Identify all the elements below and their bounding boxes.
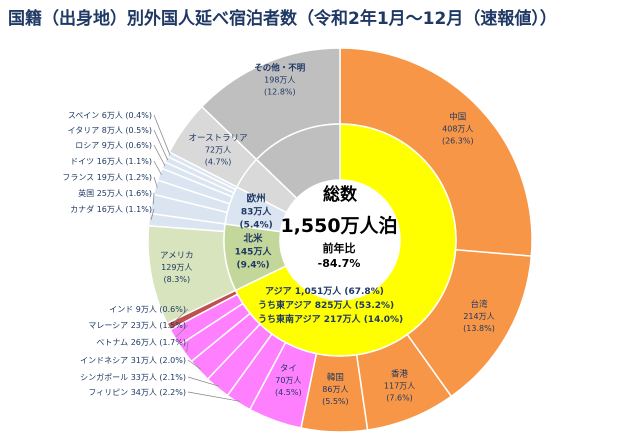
outer-label-17: イタリア 8万人 (0.5%) — [68, 126, 152, 135]
outer-label-name-1: 台湾 — [470, 299, 488, 310]
outer-label-value-19: 72万人 — [205, 146, 231, 155]
leader-line-9 — [176, 324, 189, 337]
outer-label-6: シンガポール 33万人 (2.1%) — [80, 372, 186, 382]
leader-line-14 — [153, 176, 158, 188]
outer-label-value-1: 214万人 — [463, 312, 494, 321]
slice-labels: 中国 408万人 (26.3%) 台湾 214万人 (13.8%) 香港 117万人 (7.6%… — [62, 62, 494, 406]
asia-label: アジア 1,051万人 (67.8%) — [265, 285, 384, 297]
outer-label-name-11: アメリカ — [160, 251, 194, 261]
inner-label-name-1: 北米 — [244, 233, 264, 245]
outer-label-14: フランス 19万人 (1.2%) — [62, 173, 152, 182]
leader-line-7 — [187, 359, 201, 370]
leader-line-12 — [150, 208, 155, 220]
outer-label-value-2: 117万人 — [384, 382, 415, 391]
outer-label-pct-2: (7.6%) — [386, 394, 413, 403]
outer-label-9: マレーシア 23万人 (1.5%) — [88, 321, 186, 330]
outer-label-pct-0: (26.3%) — [442, 137, 474, 146]
leader-line-16 — [153, 144, 166, 167]
outer-label-value-11: 129万人 — [161, 263, 192, 272]
outer-label-value-20: 198万人 — [264, 75, 295, 84]
inner-label-name-2: 欧州 — [247, 192, 266, 204]
outer-label-name-0: 中国 — [449, 112, 466, 123]
inner-label-value-2: 83万人 — [241, 205, 273, 217]
inner-slice-4 — [255, 123, 341, 200]
leader-lines — [150, 114, 240, 402]
leader-line-10 — [170, 308, 189, 326]
center-prev-label: 前年比 — [323, 241, 356, 255]
outer-label-value-0: 408万人 — [442, 125, 473, 134]
outer-label-pct-19: (4.7%) — [205, 158, 232, 167]
outer-label-name-20: その他・不明 — [254, 62, 306, 73]
leader-line-13 — [153, 192, 155, 205]
leader-line-6 — [187, 376, 219, 387]
outer-label-pct-3: (5.5%) — [322, 397, 349, 406]
outer-label-value-3: 86万人 — [322, 385, 348, 394]
outer-label-pct-1: (13.8%) — [463, 324, 495, 333]
outer-label-12: カナダ 16万人 (1.1%) — [70, 204, 152, 214]
outer-label-15: ドイツ 16万人 (1.1%) — [70, 157, 152, 166]
outer-label-8: ベトナム 26万人 (1.7%) — [96, 338, 186, 347]
outer-label-name-2: 香港 — [391, 369, 409, 380]
outer-label-18: スペイン 6万人 (0.4%) — [68, 111, 152, 120]
center-prev-value: -84.7% — [318, 257, 361, 270]
outer-label-13: 英国 25万人 (1.6%) — [78, 188, 152, 198]
outer-label-pct-4: (4.5%) — [275, 388, 302, 397]
outer-label-pct-20: (12.8%) — [264, 87, 296, 96]
inner-label-pct-1: (9.4%) — [236, 261, 269, 271]
outer-label-7: インドネシア 31万人 (2.0%) — [80, 356, 186, 365]
leader-line-8 — [186, 341, 189, 353]
outer-label-name-3: 韓国 — [327, 372, 344, 383]
leader-line-18 — [153, 114, 171, 156]
leader-line-15 — [153, 160, 162, 176]
inner-slice-0 — [234, 123, 457, 357]
outer-label-name-4: タイ — [280, 364, 297, 374]
outer-label-16: ロシア 9万人 (0.6%) — [75, 141, 152, 150]
leader-line-5 — [187, 391, 240, 402]
outer-label-5: フィリピン 34万人 (2.2%) — [88, 388, 186, 397]
inner-label-pct-2: (5.4%) — [240, 220, 273, 230]
east-asia-label: うち東アジア 825万人 (53.2%) — [258, 299, 394, 311]
chart-title: 国籍（出身地）別外国人延べ宿泊者数（令和2年1月〜12月（速報値）） — [8, 8, 557, 29]
southeast-asia-label: うち東南アジア 217万人 (14.0%) — [258, 313, 403, 325]
inner-ring — [223, 123, 457, 357]
outer-label-name-19: オーストラリア — [189, 134, 248, 144]
center-total-value: 1,550万人泊 — [280, 215, 397, 237]
inner-label-value-1: 145万人 — [235, 246, 273, 258]
center-total-label: 総数 — [323, 184, 358, 205]
outer-label-10: インド 9万人 (0.6%) — [109, 305, 186, 314]
outer-label-pct-11: (8.3%) — [164, 275, 191, 284]
leader-line-17 — [153, 129, 169, 161]
outer-label-value-4: 70万人 — [275, 376, 301, 385]
